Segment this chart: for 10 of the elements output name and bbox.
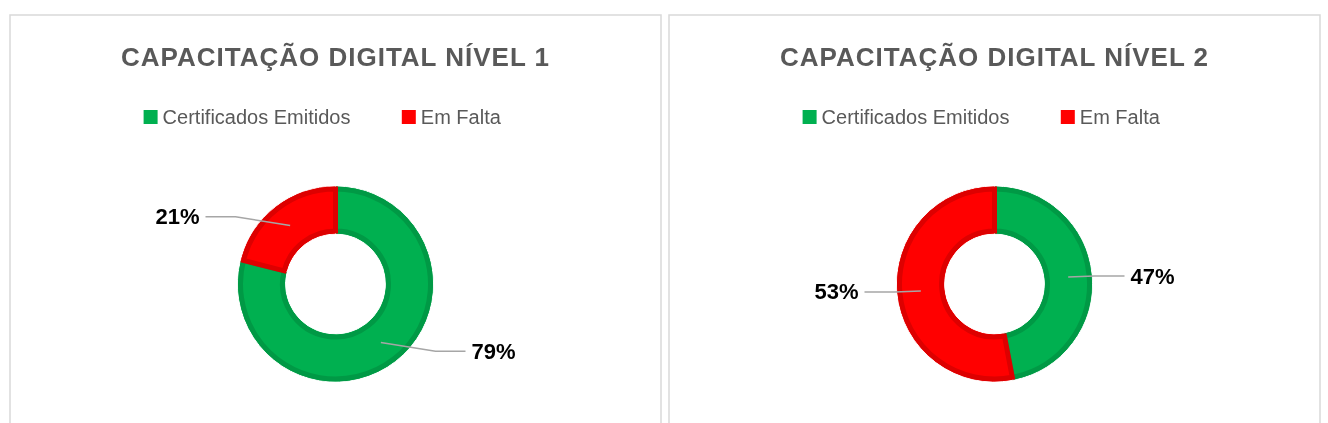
legend-label: Certificados Emitidos — [821, 106, 1010, 128]
data-label: 79% — [471, 338, 516, 364]
data-label: 53% — [814, 279, 859, 305]
data-label: 21% — [155, 204, 200, 230]
legend-label: Em Falta — [420, 106, 502, 128]
chart-title: CAPACITAÇÃO DIGITAL NÍVEL 1 — [120, 42, 551, 72]
data-label: 47% — [1130, 263, 1175, 289]
legend-label: Certificados Emitidos — [162, 106, 351, 128]
chart-title: CAPACITAÇÃO DIGITAL NÍVEL 2 — [779, 42, 1210, 72]
legend-label: Em Falta — [1079, 106, 1161, 128]
